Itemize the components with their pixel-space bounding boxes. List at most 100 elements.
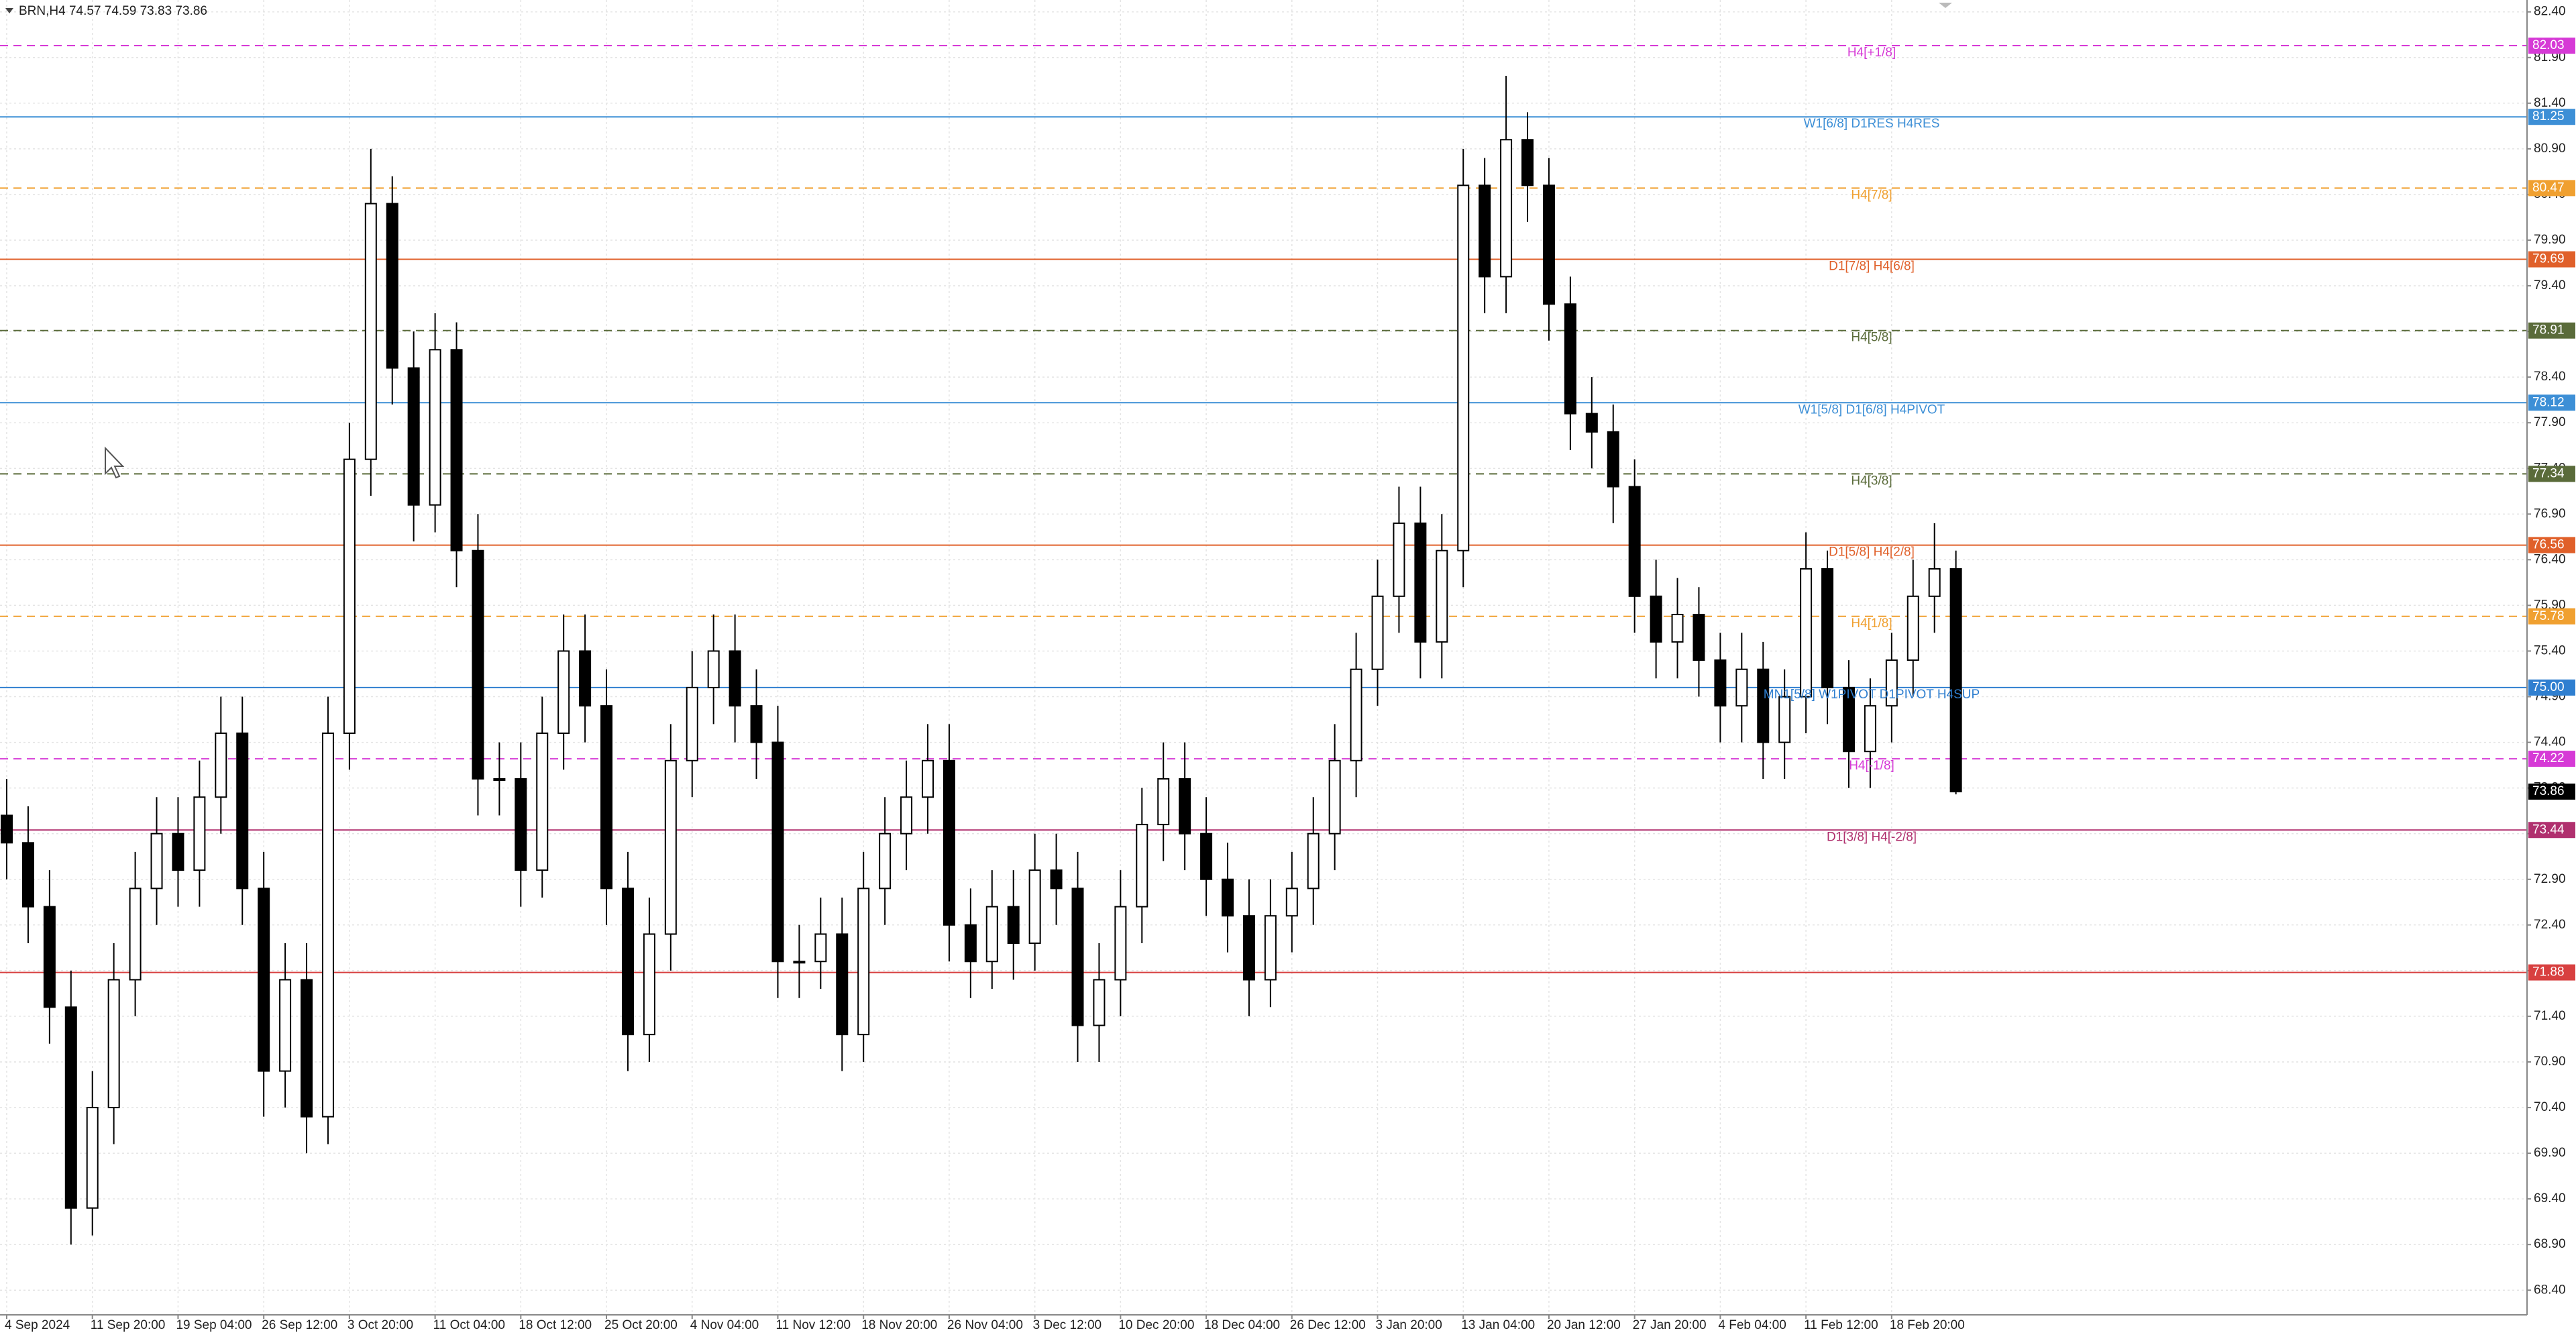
candle [814,897,827,989]
candle [1800,532,1813,733]
candle [964,888,977,998]
candle-body [1222,878,1234,917]
candle [21,806,34,944]
symbol-arrow [5,8,13,13]
y-tick-label: 72.90 [2534,872,2566,886]
level-price-box [2528,394,2575,411]
candle-body [1542,184,1555,305]
y-tick-label: 74.40 [2534,735,2566,749]
x-tick-label: 20 Jan 12:00 [1547,1318,1621,1332]
level-price-label: 71.88 [2532,965,2565,979]
x-tick-label: 25 Oct 20:00 [604,1318,678,1332]
candle-body [1007,906,1020,945]
candle [643,897,655,1062]
level-label: H4[+1/8] [1847,46,1896,60]
x-tick-label: 18 Oct 12:00 [519,1318,592,1332]
axes [0,0,2531,1319]
level-price-box [2528,964,2575,981]
candle [1393,486,1405,633]
candle [879,797,892,925]
y-tick-label: 71.40 [2534,1009,2566,1023]
candle-body [600,705,613,890]
candle [750,669,763,780]
level-price-box [2528,608,2575,625]
candle-body [729,650,741,707]
candle-body [536,732,549,871]
candle-body [664,759,677,935]
candle [193,760,206,907]
candle-body [1778,696,1791,743]
candle-body [343,458,356,734]
candle [1071,851,1084,1062]
candle [707,614,720,725]
candle [1179,742,1191,871]
y-tick-label: 70.90 [2534,1055,2566,1069]
candle-body [1821,568,1834,688]
candle-body [258,888,270,1072]
candle [1864,678,1876,788]
candle-body [1157,778,1170,826]
x-tick-label: 11 Feb 12:00 [1804,1318,1878,1332]
candle [1136,788,1148,944]
candle-body [386,203,398,369]
candle [557,614,570,770]
x-tick-label: 4 Sep 2024 [5,1318,70,1332]
candle-body [857,888,870,1036]
candle [900,760,913,871]
candle [1885,633,1898,743]
candle [86,1071,99,1236]
level-label: D1[5/8] H4[2/8] [1829,545,1915,559]
candle-body [43,906,56,1008]
candle-body [1136,824,1148,908]
candle [301,943,313,1154]
y-tick-label: 78.40 [2534,370,2566,384]
candle [1371,559,1384,706]
levels [0,45,2527,973]
level-label: W1[5/8] D1[6/8] H4PIVOT [1799,403,1945,417]
candle [515,742,527,907]
candle-body [1285,888,1298,917]
candle-body [579,650,592,707]
level-price-label: 75.78 [2532,609,2565,623]
candle [1650,559,1662,679]
y-tick-label: 76.40 [2534,552,2566,566]
level-price-label: 74.22 [2532,751,2565,765]
candle [386,176,398,405]
y-tick-label: 82.40 [2534,5,2566,19]
level-label: H4[5/8] [1851,331,1892,345]
x-tick-label: 4 Feb 04:00 [1718,1318,1786,1332]
level-label: H4[1/8] [1851,617,1892,631]
candle-body [236,732,249,890]
level-price-box [2528,537,2575,553]
candle-body [686,686,698,761]
candle-body [836,933,849,1036]
candle [1285,851,1298,953]
level-price-label: 73.44 [2532,822,2565,837]
x-tick-label: 18 Feb 20:00 [1890,1318,1965,1332]
candle [64,970,77,1245]
level-label: H4[7/8] [1851,188,1892,202]
level-price-box [2528,466,2575,482]
candle-body [472,549,484,780]
candle-body [1328,759,1341,835]
candle [1521,112,1534,222]
candle-body [150,833,163,890]
candle [1414,486,1427,679]
level-price-box [2528,251,2575,268]
level-price-label: 80.47 [2532,180,2565,195]
level-label: H4[-1/8] [1849,759,1894,773]
candle-body [1757,668,1770,743]
x-tick-label: 3 Jan 20:00 [1376,1318,1442,1332]
labels: 82.4081.9081.4080.9080.4079.9079.4078.90… [5,5,2575,1332]
candle-body [1564,303,1576,415]
x-tick-label: 11 Oct 04:00 [433,1318,505,1332]
candle-body [814,933,827,963]
y-tick-label: 68.40 [2534,1283,2566,1297]
candle [1028,833,1041,971]
y-tick-label: 79.90 [2534,233,2566,247]
candle-body [964,924,977,963]
candle-body [1350,668,1362,761]
candle-body [1842,686,1855,753]
candle [1200,797,1213,916]
